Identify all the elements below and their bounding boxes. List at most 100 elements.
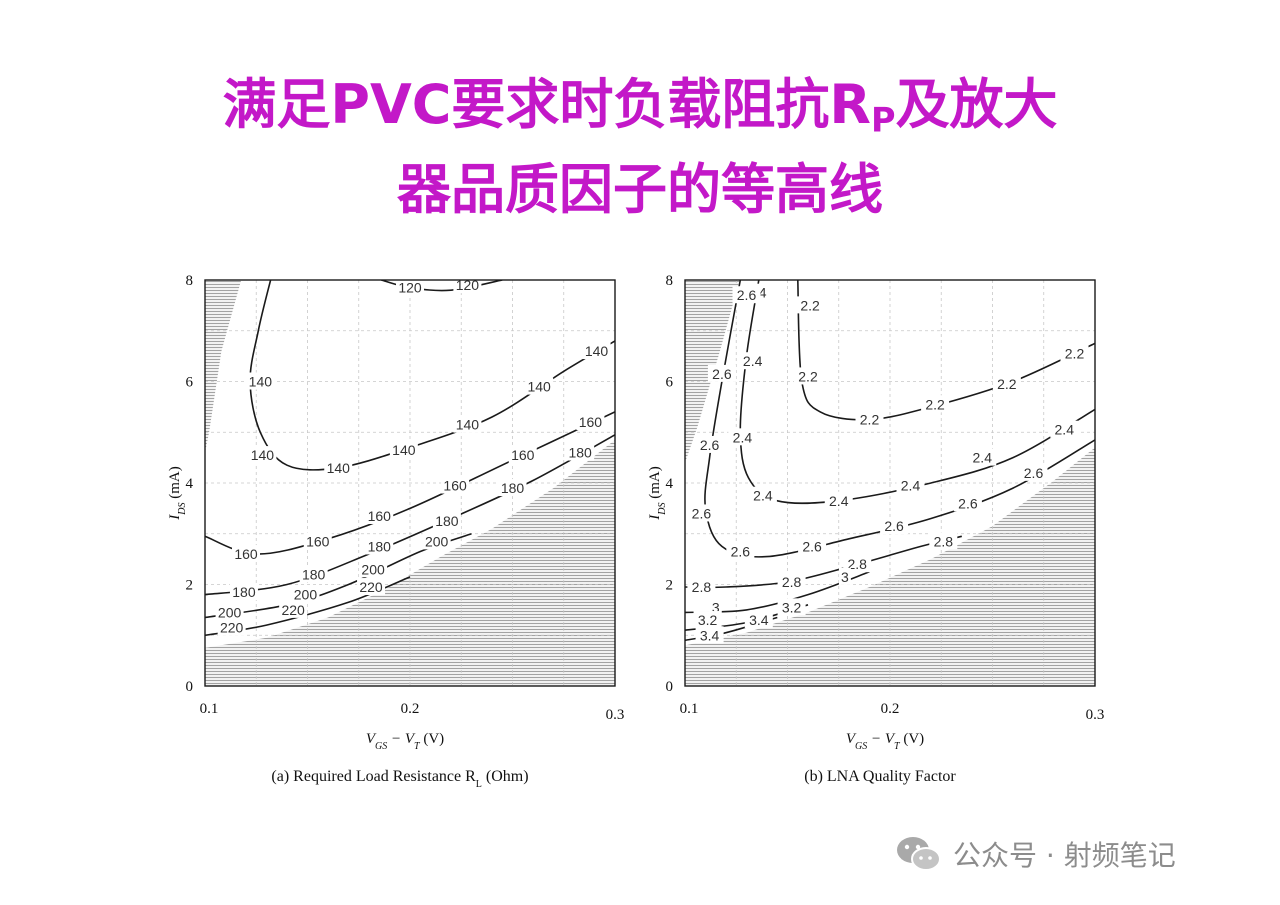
contour-label: 2.4	[743, 353, 763, 369]
contour-line-180	[205, 434, 615, 596]
slide-title: 满足PVC要求时负载阻抗RP及放大 器品质因子的等高线	[0, 70, 1280, 225]
plot-frame	[684, 279, 1096, 687]
contour-label: 2.6	[700, 437, 720, 453]
y-tick-label: 6	[666, 375, 674, 391]
y-axis-label: IDS (mA)	[167, 466, 188, 520]
infeasible-region	[685, 447, 1095, 686]
contour-label: 200	[361, 561, 385, 577]
y-tick-label: 4	[186, 476, 194, 492]
title-subscript: P	[871, 100, 896, 140]
contour-label: 2.4	[829, 493, 849, 509]
contour-label: 200	[294, 587, 318, 603]
contour-label: 180	[302, 566, 326, 582]
contour-label: 2.2	[798, 368, 818, 384]
y-tick-label: 8	[186, 273, 194, 289]
contour-label: 3.4	[749, 612, 769, 628]
contour-label: 140	[249, 374, 273, 390]
chart-svg: 120 120 140 140 140 140 140 140 140 160 160 160 160 1…	[167, 273, 625, 790]
contour-label: 200	[218, 604, 242, 620]
x-tick-label: 0.3	[606, 707, 625, 723]
contour-label: 2.2	[997, 376, 1017, 392]
contour-label: 180	[232, 584, 256, 600]
title-line-1: 满足PVC要求时负载阻抗RP及放大	[0, 70, 1280, 155]
contour-label: 2.4	[1055, 422, 1075, 438]
contour-label: 2.2	[925, 396, 945, 412]
contour-label: 3	[712, 599, 720, 615]
contour-label: 2.6	[884, 518, 904, 534]
contour-label: 3.2	[698, 612, 718, 628]
contour-label: 180	[368, 538, 392, 554]
chart-caption: (a) Required Load Resistance RL (Ohm)	[271, 768, 528, 790]
y-tick-label: 4	[666, 476, 674, 492]
y-tick-label: 0	[666, 679, 674, 695]
contour-label: 140	[585, 343, 609, 359]
infeasible-region	[205, 280, 242, 453]
contour-label: 2.4	[733, 429, 753, 445]
contour-label: 220	[359, 579, 383, 595]
contour-label: 2.4	[901, 478, 921, 494]
y-tick-label: 0	[186, 679, 194, 695]
contour-label: 2.6	[731, 544, 751, 560]
contour-label: 140	[392, 442, 416, 458]
contour-label: 2.6	[712, 366, 732, 382]
contour-label: 2.2	[800, 297, 820, 313]
contour-label: 160	[306, 533, 330, 549]
contour-line-2-8	[685, 535, 962, 589]
contour-label: 180	[501, 480, 525, 496]
contour-label: 2.4	[973, 450, 993, 466]
contour-label: 160	[579, 414, 603, 430]
contour-label: 140	[456, 417, 480, 433]
x-tick-label: 0.3	[1086, 707, 1105, 723]
contour-label: 120	[398, 280, 422, 296]
y-axis-label: IDS (mA)	[647, 466, 668, 520]
contour-label: 2.6	[737, 287, 757, 303]
watermark: 公众号 · 射频笔记	[895, 832, 1176, 876]
wechat-icon	[897, 837, 941, 871]
contour-label: 2.8	[782, 574, 802, 590]
contour-label: 2.6	[958, 495, 978, 511]
y-tick-label: 2	[186, 578, 194, 594]
plot-frame	[204, 279, 616, 687]
x-tick-label: 0.2	[881, 701, 900, 717]
contour-line-2-4	[739, 280, 1095, 505]
contour-label: 160	[234, 546, 258, 562]
contour-label: 180	[435, 513, 459, 529]
y-tick-label: 2	[666, 578, 674, 594]
contour-label: 3.4	[700, 627, 720, 643]
y-tick-label: 8	[666, 273, 674, 289]
x-tick-label: 0.2	[401, 701, 420, 717]
contour-label: 220	[281, 602, 305, 618]
chart-caption: (b) LNA Quality Factor	[804, 768, 956, 785]
chart-svg: 2.2 2.2 2.2 2.2 2.2 2.2 2.4 2.4 2.4 2.4 2.4 2.4 2.4 2…	[647, 273, 1105, 785]
contour-label: 3.2	[782, 599, 802, 615]
contour-label: 2.6	[1024, 465, 1044, 481]
contour-label: 2.8	[847, 556, 867, 572]
contour-label: 140	[251, 447, 275, 463]
chart-load-resistance: 120 120 140 140 140 140 140 140 140 160 160 160 160 1…	[160, 262, 630, 802]
contour-label: 140	[327, 460, 351, 476]
contour-label: 200	[425, 533, 449, 549]
contour-label: 120	[456, 277, 480, 293]
contour-label: 2.4	[753, 488, 773, 504]
contour-label: 140	[527, 379, 551, 395]
x-axis-label: VGS − VT (V)	[366, 731, 444, 752]
x-axis-label: VGS − VT (V)	[846, 731, 924, 752]
x-tick-label: 0.1	[680, 701, 699, 717]
contour-label: 160	[368, 508, 392, 524]
contour-label: 220	[220, 620, 244, 636]
contour-label: 2.2	[860, 412, 880, 428]
title-line-2: 器品质因子的等高线	[397, 158, 883, 222]
contour-label: 160	[443, 478, 467, 494]
title-text-a: 满足PVC要求时负载阻抗R	[222, 73, 872, 136]
y-tick-label: 6	[186, 375, 194, 391]
contour-label: 2.6	[802, 538, 822, 554]
x-tick-label: 0.1	[200, 701, 219, 717]
contour-label: 2.2	[1065, 346, 1085, 362]
contour-label: 3	[841, 569, 849, 585]
contour-label: 2.8	[934, 533, 954, 549]
title-text-b: 及放大	[895, 73, 1058, 136]
contour-label: 2.6	[692, 505, 712, 521]
watermark-text: 公众号 · 射频笔记	[953, 839, 1176, 872]
contour-label: 2.8	[692, 579, 712, 595]
contour-label: 180	[568, 445, 592, 461]
